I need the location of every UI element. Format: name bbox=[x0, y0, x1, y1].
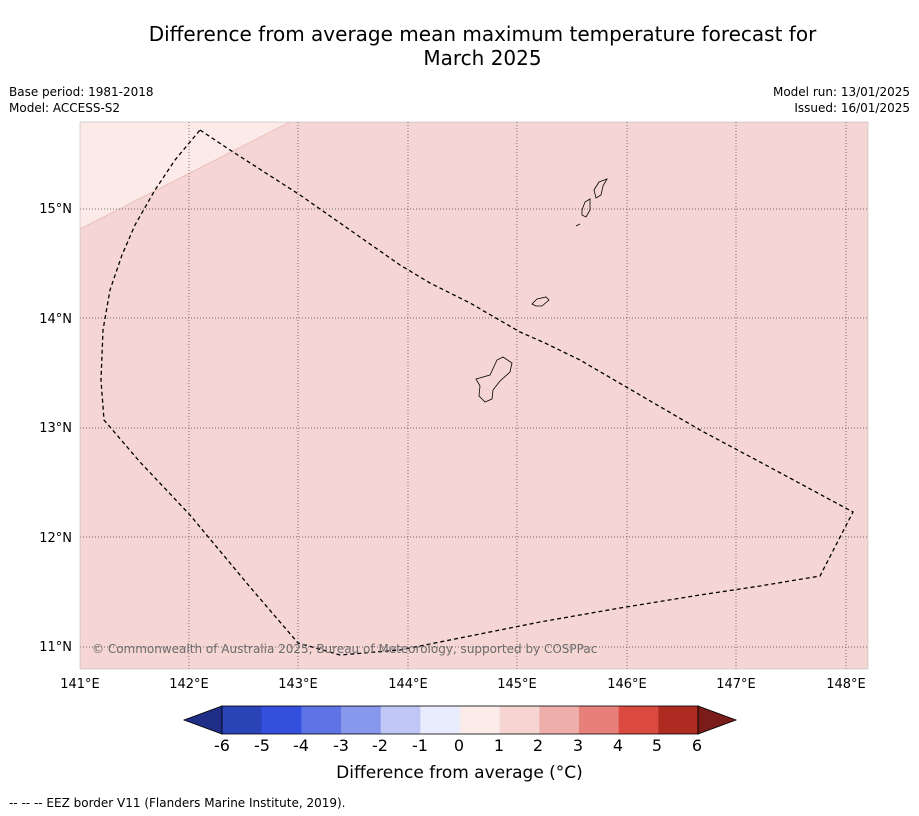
eez-footnote: -- -- -- EEZ border V11 (Flanders Marine… bbox=[9, 796, 346, 810]
lon-label: 147°E bbox=[716, 677, 756, 692]
map-frame bbox=[79, 121, 869, 670]
colorbar-segment bbox=[539, 706, 580, 734]
lon-label: 144°E bbox=[388, 677, 428, 692]
colorbar-tick-label: 6 bbox=[691, 736, 703, 755]
colorbar-segment bbox=[261, 706, 302, 734]
lat-label: 11°N bbox=[39, 640, 72, 655]
meta-right: Model run: 13/01/2025 Issued: 16/01/2025 bbox=[773, 84, 910, 116]
meta-left: Base period: 1981-2018 Model: ACCESS-S2 bbox=[9, 84, 154, 116]
colorbar-tick-label: -6 bbox=[214, 736, 230, 755]
map-title: Difference from average mean maximum tem… bbox=[0, 22, 919, 70]
tinian-island bbox=[581, 198, 591, 218]
lon-label: 148°E bbox=[826, 677, 866, 692]
colorbar-segment bbox=[301, 706, 342, 734]
colorbar-segment bbox=[420, 706, 461, 734]
colorbar-tick-label: 4 bbox=[612, 736, 624, 755]
map-background bbox=[80, 122, 868, 669]
lon-label: 141°E bbox=[60, 677, 100, 692]
lon-label: 146°E bbox=[607, 677, 647, 692]
colorbar-segment bbox=[579, 706, 620, 734]
longitude-labels: 141°E 142°E 143°E 144°E 145°E 146°E 147°… bbox=[60, 677, 866, 692]
colorbar-tick-label: 3 bbox=[572, 736, 584, 755]
colorbar-tick-label: -4 bbox=[293, 736, 309, 755]
title-line-2: March 2025 bbox=[423, 46, 542, 70]
rota-island bbox=[531, 296, 550, 307]
lon-label: 143°E bbox=[278, 677, 318, 692]
guam-island bbox=[475, 356, 513, 403]
colorbar-segment bbox=[460, 706, 501, 734]
latitude-labels: 15°N 14°N 13°N 12°N 11°N bbox=[39, 202, 72, 655]
anomaly-contour bbox=[79, 121, 291, 230]
colorbar-frame bbox=[221, 705, 699, 735]
colorbar-tick-label: 0 bbox=[453, 736, 465, 755]
colorbar-tick-label: 5 bbox=[651, 736, 663, 755]
eez-border bbox=[100, 129, 854, 656]
lat-label: 12°N bbox=[39, 531, 72, 546]
title-line-1: Difference from average mean maximum tem… bbox=[148, 22, 817, 46]
saipan-island bbox=[593, 178, 608, 199]
issued-text: Issued: 16/01/2025 bbox=[794, 101, 910, 115]
lon-label: 145°E bbox=[497, 677, 537, 692]
lon-label: 142°E bbox=[169, 677, 209, 692]
colorbar-tick-label: -3 bbox=[333, 736, 349, 755]
colorbar-title: Difference from average (°C) bbox=[336, 763, 583, 783]
colorbar-tick-label: 2 bbox=[532, 736, 544, 755]
colorbar-tick-label: -1 bbox=[412, 736, 428, 755]
colorbar-segment bbox=[658, 706, 699, 734]
colorbar-segment bbox=[341, 706, 382, 734]
colorbar-extend-low bbox=[182, 705, 223, 735]
model-run-text: Model run: 13/01/2025 bbox=[772, 85, 910, 99]
colorbar-segment bbox=[380, 706, 421, 734]
model-text: Model: ACCESS-S2 bbox=[9, 101, 121, 115]
colorbar-extend-high bbox=[697, 705, 738, 735]
lat-label: 15°N bbox=[39, 202, 72, 217]
colorbar-segment bbox=[222, 706, 263, 734]
gridlines bbox=[80, 122, 868, 669]
lat-label: 13°N bbox=[39, 421, 72, 436]
lat-label: 14°N bbox=[39, 312, 72, 327]
copyright-text: © Commonwealth of Australia 2025, Bureau… bbox=[92, 642, 597, 656]
base-period-text: Base period: 1981-2018 bbox=[9, 85, 154, 99]
colorbar-tick-label: 1 bbox=[493, 736, 505, 755]
colorbar-tick-label: -2 bbox=[372, 736, 388, 755]
aguijan-island bbox=[575, 223, 581, 227]
colorbar-tick-label: -5 bbox=[254, 736, 270, 755]
colorbar-segment bbox=[618, 706, 659, 734]
colorbar-segment bbox=[499, 706, 540, 734]
colorbar bbox=[182, 705, 738, 735]
